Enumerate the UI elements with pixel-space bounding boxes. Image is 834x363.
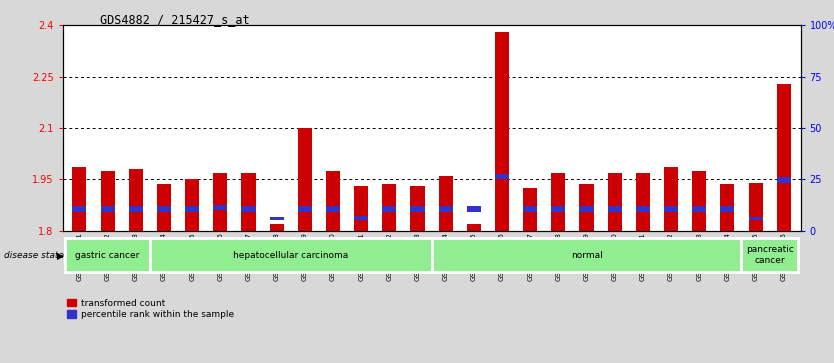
Bar bbox=[128, 206, 143, 212]
Bar bbox=[721, 206, 735, 212]
Bar bbox=[721, 184, 735, 231]
FancyBboxPatch shape bbox=[432, 238, 741, 272]
Bar bbox=[608, 173, 622, 231]
Text: ▶: ▶ bbox=[57, 252, 63, 260]
Bar bbox=[776, 177, 791, 183]
Bar bbox=[410, 186, 425, 231]
Bar bbox=[495, 174, 509, 179]
Bar bbox=[523, 206, 537, 212]
Bar bbox=[269, 224, 284, 231]
Bar bbox=[551, 173, 565, 231]
Bar bbox=[73, 167, 87, 231]
Bar bbox=[580, 206, 594, 212]
FancyBboxPatch shape bbox=[741, 238, 798, 272]
Bar bbox=[776, 83, 791, 231]
Bar bbox=[269, 217, 284, 220]
FancyBboxPatch shape bbox=[65, 238, 150, 272]
Bar bbox=[382, 184, 396, 231]
FancyBboxPatch shape bbox=[150, 238, 432, 272]
Bar bbox=[636, 173, 650, 231]
Bar bbox=[664, 167, 678, 231]
Bar bbox=[185, 179, 199, 231]
Bar bbox=[326, 206, 340, 212]
Bar bbox=[128, 169, 143, 231]
Bar bbox=[157, 184, 171, 231]
Bar bbox=[749, 183, 762, 231]
Text: disease state: disease state bbox=[4, 252, 64, 260]
Bar bbox=[354, 186, 368, 231]
Bar bbox=[467, 206, 481, 212]
Bar bbox=[326, 171, 340, 231]
Bar bbox=[692, 171, 706, 231]
Text: normal: normal bbox=[570, 250, 602, 260]
Bar bbox=[354, 216, 368, 220]
Bar bbox=[241, 206, 255, 212]
Legend: transformed count, percentile rank within the sample: transformed count, percentile rank withi… bbox=[67, 298, 234, 319]
Bar bbox=[157, 206, 171, 212]
Bar bbox=[101, 171, 114, 231]
Bar bbox=[551, 206, 565, 212]
Bar bbox=[298, 128, 312, 231]
Bar bbox=[664, 206, 678, 212]
Bar bbox=[185, 206, 199, 212]
Bar bbox=[298, 206, 312, 212]
Bar bbox=[495, 32, 509, 231]
Bar bbox=[439, 176, 453, 231]
Text: hepatocellular carcinoma: hepatocellular carcinoma bbox=[234, 250, 349, 260]
Bar bbox=[214, 173, 228, 231]
Text: gastric cancer: gastric cancer bbox=[75, 250, 140, 260]
Bar bbox=[523, 188, 537, 231]
Bar bbox=[101, 206, 114, 212]
Text: GDS4882 / 215427_s_at: GDS4882 / 215427_s_at bbox=[100, 13, 249, 26]
Bar bbox=[467, 224, 481, 231]
Bar bbox=[410, 206, 425, 212]
Bar bbox=[73, 206, 87, 212]
Bar bbox=[580, 184, 594, 231]
Bar bbox=[608, 206, 622, 212]
Bar bbox=[692, 206, 706, 212]
Bar bbox=[749, 217, 762, 220]
Bar bbox=[241, 173, 255, 231]
Bar bbox=[439, 206, 453, 212]
Bar bbox=[636, 206, 650, 212]
Text: pancreatic
cancer: pancreatic cancer bbox=[746, 245, 794, 265]
Bar bbox=[382, 206, 396, 212]
Bar bbox=[214, 204, 228, 210]
